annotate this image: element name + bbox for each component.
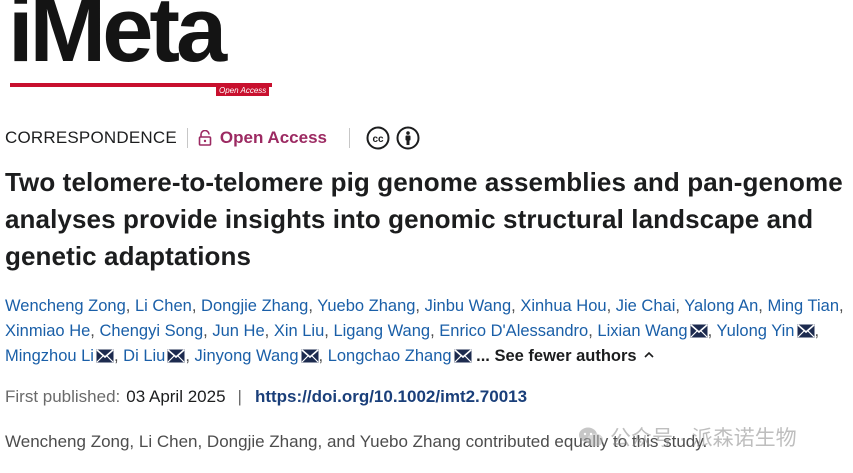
publication-info: First published: 03 April 2025 | https:/…	[5, 387, 527, 407]
author-separator: ,	[707, 322, 713, 340]
author-separator: ,	[588, 322, 593, 340]
author-link[interactable]: Enrico D'Alessandro,	[439, 322, 593, 340]
wechat-icon	[579, 427, 603, 447]
author-separator: ,	[839, 297, 844, 315]
divider	[186, 128, 188, 148]
logo-underline	[10, 83, 272, 87]
author-link[interactable]: Lixian Wang,	[597, 322, 712, 340]
watermark: 公众号 · 派森诺生物	[578, 422, 797, 452]
author-link[interactable]: Jie Chai,	[616, 297, 680, 315]
author-name[interactable]: Jun He	[212, 322, 265, 340]
author-name[interactable]: Di Liu	[123, 347, 166, 365]
doi-link[interactable]: https://doi.org/10.1002/imt2.70013	[254, 387, 528, 406]
author-link[interactable]: Di Liu,	[123, 347, 190, 365]
author-separator: ,	[758, 297, 763, 315]
author-name[interactable]: Wencheng Zong	[5, 297, 126, 315]
author-name[interactable]: Lixian Wang	[597, 322, 688, 340]
author-link[interactable]: Jinyong Wang,	[195, 347, 324, 365]
author-separator: ,	[606, 297, 612, 315]
see-fewer-label[interactable]: ... See fewer authors	[476, 347, 637, 365]
author-separator: ,	[113, 347, 119, 365]
author-link[interactable]: Ming Tian,	[767, 297, 843, 315]
open-access-label[interactable]: Open Access	[219, 128, 327, 147]
author-name[interactable]: Xinmiao He	[5, 322, 91, 340]
author-link[interactable]: Yulong Yin,	[717, 322, 820, 340]
email-icon[interactable]	[300, 346, 319, 363]
see-fewer-authors-toggle[interactable]: ... See fewer authors	[476, 347, 654, 365]
watermark-text: 公众号 · 派森诺生物	[610, 427, 797, 450]
author-name[interactable]: Yulong Yin	[716, 322, 795, 340]
author-name[interactable]: Chengyi Song	[99, 322, 204, 340]
creative-commons-icon[interactable]: cc	[366, 126, 390, 150]
author-separator: ,	[90, 322, 95, 340]
author-separator: ,	[675, 297, 680, 315]
first-published-label: First published:	[5, 387, 121, 406]
author-name[interactable]: Longchao Zhang	[327, 347, 452, 365]
author-link[interactable]: Jun He,	[212, 322, 269, 340]
author-link[interactable]: Yalong An,	[684, 297, 763, 315]
email-icon[interactable]	[796, 321, 815, 338]
email-icon[interactable]	[96, 346, 114, 363]
email-icon[interactable]	[167, 346, 185, 363]
logo-wordmark: iMeta	[8, 0, 227, 81]
email-icon[interactable]	[690, 321, 708, 338]
author-name[interactable]: Jinyong Wang	[194, 347, 299, 365]
author-separator: ,	[511, 297, 516, 315]
author-link[interactable]: Li Chen,	[135, 297, 196, 315]
author-link[interactable]: Wencheng Zong,	[5, 297, 130, 315]
author-link[interactable]: Xinmiao He,	[5, 322, 95, 340]
journal-logo[interactable]: iMeta Open Access	[8, 0, 272, 98]
author-link[interactable]: Xin Liu,	[274, 322, 329, 340]
author-name[interactable]: Dongjie Zhang	[201, 297, 309, 315]
author-link[interactable]: Dongjie Zhang,	[201, 297, 313, 315]
author-link[interactable]: Ligang Wang,	[333, 322, 434, 340]
author-name[interactable]: Enrico D'Alessandro	[439, 322, 589, 340]
author-link[interactable]: Longchao Zhang	[328, 347, 472, 365]
author-separator: ,	[324, 322, 329, 340]
open-lock-icon	[198, 130, 212, 146]
author-name[interactable]: Jie Chai	[615, 297, 676, 315]
article-title: Two telomere-to-telomere pig genome asse…	[5, 167, 843, 271]
author-name[interactable]: Jinbu Wang	[424, 297, 512, 315]
author-separator: ,	[308, 297, 313, 315]
author-name[interactable]: Li Chen	[134, 297, 192, 315]
article-meta-line: CORRESPONDENCE Open Access cc	[5, 126, 420, 150]
author-name[interactable]: Yuebo Zhang	[317, 297, 416, 315]
email-icon[interactable]	[454, 346, 472, 363]
logo-open-access-badge: Open Access	[216, 86, 270, 96]
author-link[interactable]: Jinbu Wang,	[425, 297, 516, 315]
author-separator: ,	[318, 347, 324, 365]
author-name[interactable]: Ming Tian	[767, 297, 840, 315]
author-name[interactable]: Ligang Wang	[333, 322, 431, 340]
author-separator: ,	[203, 322, 208, 340]
author-separator: ,	[191, 297, 197, 315]
author-link[interactable]: Xinhua Hou,	[520, 297, 611, 315]
contribution-note: Wencheng Zong, Li Chen, Dongjie Zhang, a…	[5, 432, 708, 451]
svg-text:cc: cc	[372, 134, 384, 145]
author-separator: ,	[185, 347, 190, 365]
author-link[interactable]: Mingzhou Li,	[5, 347, 119, 365]
author-name[interactable]: Xin Liu	[273, 322, 325, 340]
separator: |	[237, 387, 242, 406]
license-icons[interactable]: cc	[366, 126, 420, 150]
divider	[348, 128, 350, 148]
attribution-icon[interactable]	[396, 126, 420, 150]
author-separator: ,	[264, 322, 270, 340]
first-published-date: 03 April 2025	[126, 387, 226, 406]
author-list: Wencheng Zong, Li Chen, Dongjie Zhang, Y…	[5, 294, 850, 369]
author-link[interactable]: Chengyi Song,	[99, 322, 207, 340]
article-type: CORRESPONDENCE	[5, 128, 177, 147]
author-separator: ,	[430, 322, 435, 340]
author-separator: ,	[125, 297, 131, 315]
author-name[interactable]: Yalong An	[684, 297, 759, 315]
chevron-up-icon[interactable]	[643, 344, 655, 358]
author-link[interactable]: Yuebo Zhang,	[317, 297, 420, 315]
author-name[interactable]: Mingzhou Li	[5, 347, 94, 365]
author-separator: ,	[814, 322, 820, 340]
author-separator: ,	[415, 297, 421, 315]
author-name[interactable]: Xinhua Hou	[520, 297, 607, 315]
